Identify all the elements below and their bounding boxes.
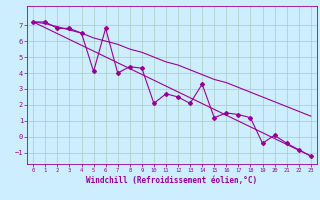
X-axis label: Windchill (Refroidissement éolien,°C): Windchill (Refroidissement éolien,°C) [86,176,258,185]
